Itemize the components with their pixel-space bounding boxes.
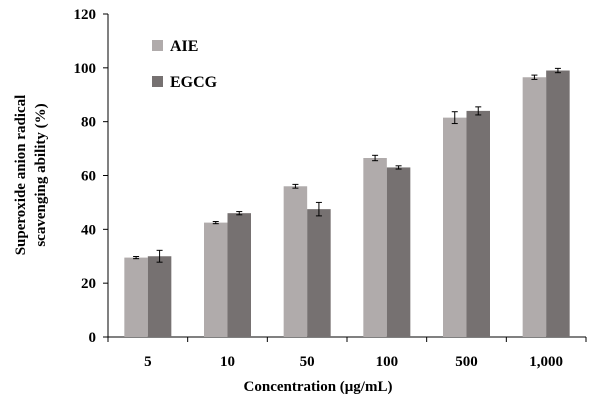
y-tick-label: 80 xyxy=(81,115,96,131)
y-tick-label: 20 xyxy=(81,276,96,292)
legend: AIE EGCG xyxy=(152,38,218,91)
bar-aie xyxy=(124,257,148,337)
y-axis: 0 20 40 60 80 100 120 xyxy=(74,7,109,346)
y-axis-title-line2: scavenging ability (%) xyxy=(33,103,49,246)
x-ticks: 5 10 50 100 500 1,000 xyxy=(107,337,587,370)
legend-label-aie: AIE xyxy=(170,38,198,55)
x-tick-label: 5 xyxy=(144,354,152,370)
y-tick-label: 40 xyxy=(81,222,96,238)
bar-aie xyxy=(204,222,228,337)
bars xyxy=(124,67,570,338)
bar-egcg xyxy=(386,167,411,337)
x-tick-label: 1,000 xyxy=(529,354,563,370)
bar-egcg xyxy=(307,209,331,337)
y-tick-label: 120 xyxy=(74,7,97,23)
legend-swatch-egcg xyxy=(152,76,163,87)
y-ticks: 0 20 40 60 80 100 120 xyxy=(74,7,108,346)
legend-label-egcg: EGCG xyxy=(170,74,218,91)
x-tick-label: 50 xyxy=(300,354,315,370)
x-tick-label: 500 xyxy=(455,354,478,370)
y-tick-label: 0 xyxy=(89,330,97,346)
x-axis: 5 10 50 100 500 1,000 xyxy=(107,336,587,370)
bar-egcg xyxy=(227,213,251,337)
legend-swatch-aie xyxy=(152,40,163,51)
x-tick-label: 10 xyxy=(220,354,235,370)
y-axis-title-line1: Superoxide anion radical xyxy=(13,95,29,256)
x-tick-label: 100 xyxy=(376,354,399,370)
x-axis-title: Concentration (μg/mL) xyxy=(244,379,393,395)
bar-aie xyxy=(363,158,387,337)
bar-egcg xyxy=(147,256,172,337)
bar-aie xyxy=(283,186,308,337)
bar-egcg xyxy=(546,70,570,338)
y-tick-label: 100 xyxy=(74,61,97,77)
bar-aie xyxy=(522,77,547,338)
bar-egcg xyxy=(466,110,490,338)
bar-aie xyxy=(443,117,467,337)
y-tick-label: 60 xyxy=(81,169,96,185)
